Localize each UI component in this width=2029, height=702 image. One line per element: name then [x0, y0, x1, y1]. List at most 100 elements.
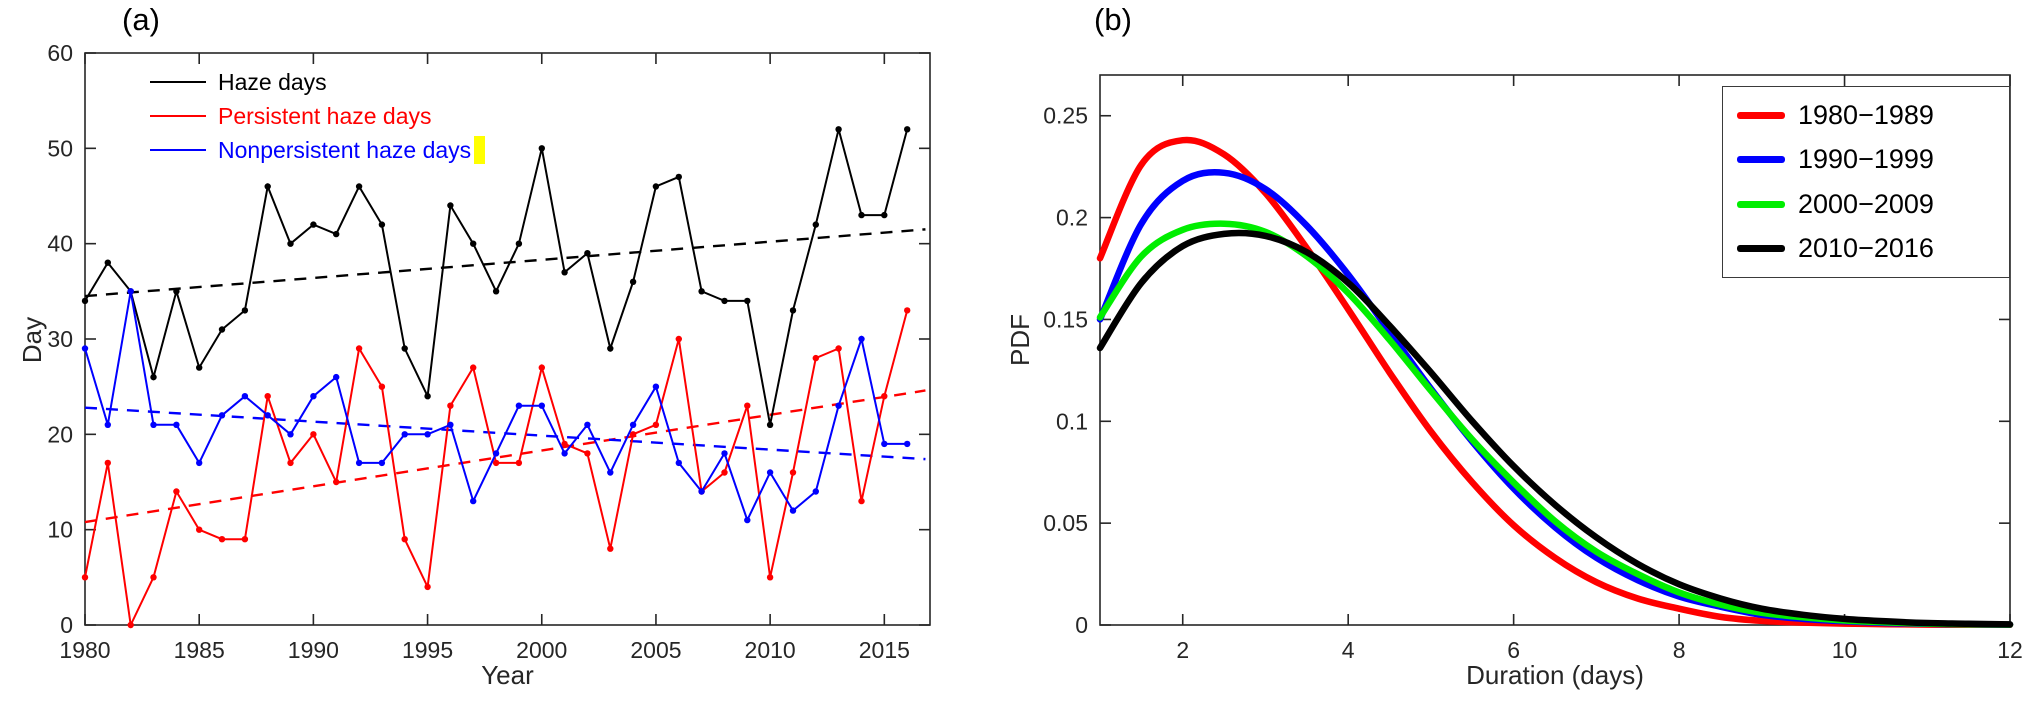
data-point — [333, 230, 340, 238]
yellow-highlight — [474, 136, 486, 164]
data-point — [173, 288, 180, 295]
legend-item-haze-days: Haze days — [150, 65, 485, 99]
data-point — [241, 307, 249, 314]
x-tick-label-8: 8 — [1673, 637, 1686, 663]
data-point — [584, 450, 591, 457]
data-point — [629, 431, 637, 438]
data-point — [835, 126, 842, 133]
data-point — [196, 364, 203, 371]
decade-2000-2009-line-swatch — [1737, 200, 1785, 208]
data-point — [904, 126, 911, 133]
data-point — [104, 259, 112, 266]
data-point — [744, 402, 751, 409]
data-point — [241, 536, 249, 543]
legend-label-1990-1999: 1990−1999 — [1798, 144, 1934, 175]
data-point — [127, 621, 134, 629]
haze-days-line-swatch — [150, 81, 206, 83]
x-tick-label-2015: 2015 — [859, 637, 910, 663]
data-point — [287, 459, 294, 467]
data-point — [492, 288, 500, 295]
data-point — [470, 497, 477, 505]
data-point — [447, 202, 454, 209]
series-line-nonpersistent-haze-days — [84, 291, 908, 523]
data-point — [264, 183, 271, 190]
legend-label-1980-1989: 1980−1989 — [1798, 100, 1934, 131]
x-tick-label-12: 12 — [1997, 637, 2023, 663]
data-point — [287, 431, 294, 438]
panel-b-xlabel: Duration (days) — [1466, 660, 1644, 690]
decade-1980-1989-line-swatch — [1737, 112, 1785, 120]
data-point — [721, 450, 728, 457]
data-point — [904, 440, 911, 448]
legend-item-1990-1999: 1990−1999 — [1737, 144, 2009, 175]
data-point — [812, 488, 819, 495]
data-point — [81, 574, 89, 581]
data-point — [515, 240, 523, 247]
data-point — [561, 450, 568, 457]
y-tick-label-50: 50 — [47, 135, 73, 161]
data-point — [287, 240, 294, 247]
data-point — [310, 431, 317, 438]
data-point — [378, 459, 386, 467]
data-point — [355, 345, 363, 352]
pdf-curve-2000-2009 — [1096, 220, 2014, 628]
data-point — [858, 335, 865, 343]
data-point — [470, 240, 477, 247]
data-point — [629, 421, 637, 428]
data-point — [401, 431, 408, 438]
x-tick-label-6: 6 — [1507, 637, 1520, 663]
x-tick-label-1995: 1995 — [402, 637, 453, 663]
data-point — [173, 421, 180, 428]
legend-label-2010-2016: 2010−2016 — [1798, 232, 1934, 263]
x-tick-label-2005: 2005 — [630, 637, 681, 663]
data-point — [218, 536, 226, 543]
decade-2010-2016-line-swatch — [1737, 244, 1785, 252]
data-point — [401, 536, 408, 543]
data-point — [492, 450, 500, 457]
y-tick-label-0.2: 0.2 — [1056, 205, 1088, 231]
data-point — [310, 221, 317, 228]
panel-a-legend: Haze days Persistent haze days Nonpersis… — [150, 65, 486, 167]
data-point — [812, 221, 819, 228]
data-point — [310, 393, 317, 400]
x-tick-label-2000: 2000 — [516, 637, 567, 663]
data-point — [538, 145, 545, 152]
data-point — [447, 421, 454, 428]
data-point — [789, 307, 797, 314]
trend-line-haze-days-trend — [84, 228, 926, 298]
y-tick-label-0.05: 0.05 — [1043, 510, 1088, 536]
x-tick-label-4: 4 — [1342, 637, 1355, 663]
panel-b-ylabel: PDF — [1005, 314, 1035, 366]
data-point — [561, 269, 568, 276]
x-tick-label-1985: 1985 — [174, 637, 225, 663]
data-point — [104, 459, 112, 467]
data-point — [652, 183, 660, 190]
data-point — [401, 345, 408, 352]
panel-a-ylabel: Day — [17, 316, 47, 364]
x-tick-label-2010: 2010 — [745, 637, 796, 663]
legend-label-persistent-haze-days: Persistent haze days — [218, 102, 432, 129]
x-tick-label-1980: 1980 — [59, 637, 110, 663]
data-point — [241, 393, 249, 400]
legend-item-2010-2016: 2010−2016 — [1737, 233, 2009, 264]
y-tick-label-10: 10 — [47, 517, 73, 543]
data-point — [698, 488, 705, 495]
data-point — [470, 364, 477, 371]
data-point — [812, 354, 819, 362]
decade-1990-1999-line-swatch — [1737, 156, 1785, 164]
data-point — [744, 516, 751, 524]
data-point — [492, 459, 500, 467]
data-point — [150, 574, 157, 581]
y-tick-label-0.15: 0.15 — [1043, 306, 1088, 332]
legend-label-nonpersistent-haze-days: Nonpersistent haze days — [218, 136, 472, 163]
series-markers-haze-days — [81, 126, 911, 428]
data-point — [881, 211, 888, 219]
data-point — [584, 421, 591, 428]
data-point — [835, 345, 842, 352]
data-point — [607, 469, 614, 476]
data-point — [196, 526, 203, 533]
data-point — [881, 440, 888, 448]
y-tick-label-60: 60 — [47, 40, 73, 66]
data-point — [652, 421, 660, 428]
